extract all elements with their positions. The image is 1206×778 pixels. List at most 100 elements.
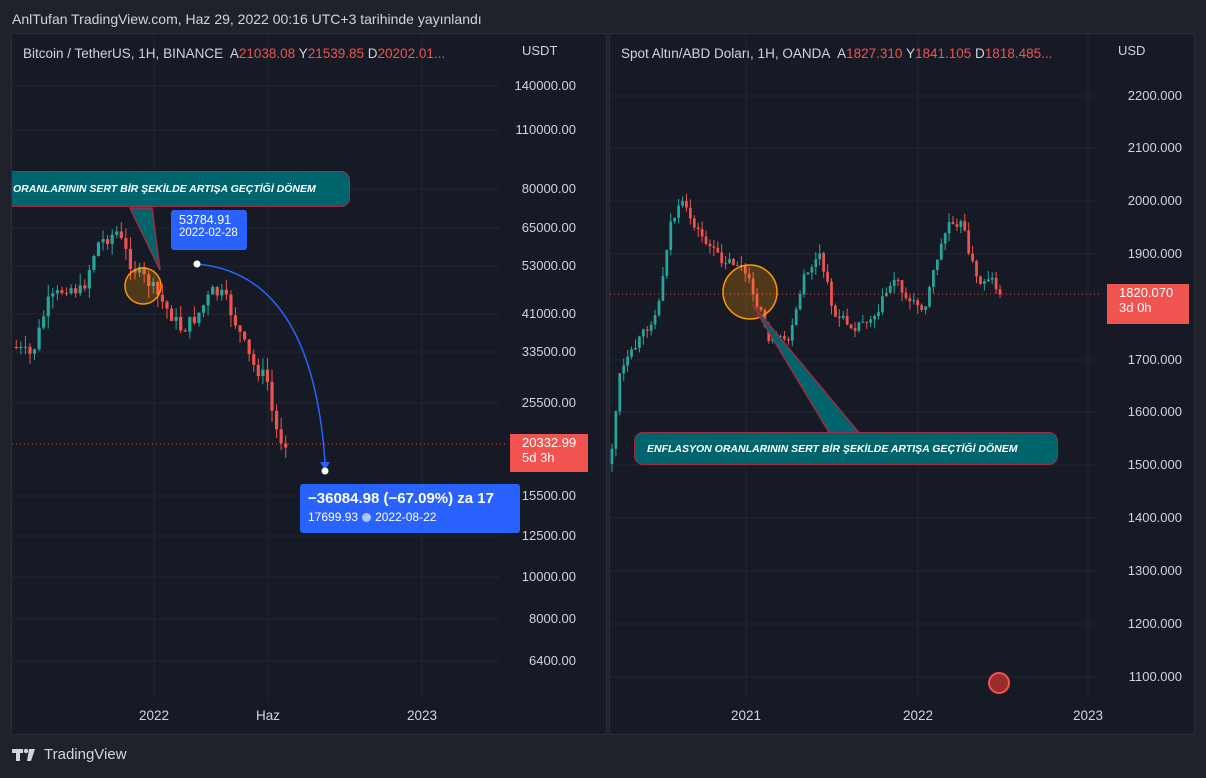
- candle-body: [975, 260, 978, 277]
- candle-body: [798, 294, 802, 310]
- gold-high-value: 1841.105: [914, 46, 972, 61]
- candle-body: [861, 321, 865, 323]
- candle-body: [106, 239, 110, 245]
- btc-chart-panel[interactable]: Bitcoin / TetherUS, 1H, BINANCE A21038.0…: [11, 33, 607, 735]
- candle-body: [610, 448, 614, 464]
- candle-body: [42, 316, 46, 328]
- btc-price-point-label[interactable]: 53784.91 2022-02-28: [171, 210, 247, 250]
- candle-body: [928, 287, 931, 307]
- candle-body: [688, 207, 692, 219]
- candle-body: [201, 305, 206, 313]
- btc-measure-date: 2022-08-22: [375, 510, 437, 524]
- gold-close-value: 1818.485...: [984, 46, 1053, 61]
- candle-body: [896, 279, 900, 281]
- candle-body: [790, 325, 794, 341]
- candle-body: [935, 259, 939, 271]
- candle-body: [826, 271, 829, 282]
- candle-body: [137, 266, 142, 273]
- gold-symbol-name: Spot Altın/ABD Doları, 1H, OANDA: [621, 46, 831, 61]
- candle-body: [818, 253, 822, 260]
- btc-open-value: 21038.08: [238, 46, 296, 61]
- candle-body: [806, 272, 810, 275]
- candle-body: [994, 277, 998, 290]
- candle-body: [46, 296, 50, 317]
- candle-body: [74, 288, 78, 294]
- candle-body: [739, 264, 743, 266]
- candle-body: [174, 316, 178, 321]
- candle-body: [92, 256, 96, 270]
- price-tick-label: 12500.00: [521, 528, 576, 543]
- btc-annotation-callout[interactable]: ORANLARININ SERT BİR ŞEKİLDE ARTIŞA GEÇT…: [12, 171, 350, 207]
- point-marker: [193, 260, 201, 268]
- candle-body: [708, 243, 712, 247]
- price-tick-label: 2100.000: [1127, 140, 1182, 155]
- price-tick-label: 6400.00: [529, 653, 576, 668]
- price-tick-label: 15500.00: [521, 488, 576, 503]
- candle-body: [916, 300, 920, 306]
- candle-body: [732, 259, 735, 265]
- btc-close-label: D: [367, 46, 378, 61]
- gold-open-label: A: [837, 46, 847, 61]
- gold-annotation-text: ENFLASYON ORANLARININ SERT BİR ŞEKİLDE A…: [647, 442, 1018, 455]
- us-flag-icon[interactable]: [988, 672, 1010, 694]
- candle-body: [101, 239, 105, 243]
- gold-last-price-tag: 1820.070 3d 0h: [1107, 284, 1189, 324]
- price-tick-label: 140000.00: [514, 78, 576, 93]
- btc-point-price: 53784.91: [179, 213, 232, 227]
- candle-body: [238, 325, 242, 332]
- candle-body: [830, 281, 833, 306]
- candle-body: [767, 326, 771, 341]
- gold-chart-canvas[interactable]: [610, 34, 1194, 734]
- price-tick-label: 1300.000: [1127, 563, 1182, 578]
- btc-last-price-tag: 20332.99 5d 3h: [510, 434, 588, 472]
- candle-body: [982, 281, 986, 284]
- candle-body: [673, 217, 677, 222]
- candle-body: [183, 330, 187, 332]
- time-tick-label: 2022: [138, 708, 170, 723]
- gold-chart-panel[interactable]: Spot Altın/ABD Doları, 1H, OANDA A1827.3…: [609, 33, 1195, 735]
- candle-body: [78, 285, 82, 294]
- gold-symbol-info: Spot Altın/ABD Doları, 1H, OANDA A1827.3…: [621, 46, 1052, 61]
- candle-body: [165, 301, 169, 309]
- candle-body: [622, 365, 626, 374]
- candle-body: [924, 306, 927, 310]
- candle-body: [802, 274, 806, 295]
- price-tick-label: 1900.000: [1127, 246, 1182, 261]
- btc-measure-price: 17699.93: [308, 510, 359, 524]
- candle-body: [23, 346, 28, 348]
- candle-body: [692, 218, 696, 228]
- candle-body: [724, 263, 728, 265]
- candle-body: [943, 233, 947, 244]
- candle-body: [64, 292, 69, 294]
- price-tick-label: 33500.00: [521, 344, 576, 359]
- candle-body: [685, 200, 688, 208]
- candle-body: [179, 316, 183, 331]
- candle-body: [142, 266, 146, 275]
- gold-high-label: Y: [905, 46, 915, 61]
- candle-body: [884, 292, 888, 297]
- candle-body: [743, 265, 747, 274]
- btc-chart-canvas[interactable]: [12, 34, 606, 734]
- btc-measure-label[interactable]: −36084.98 (−67.09%) za 17 17699.93 2022-…: [300, 484, 520, 533]
- gold-annotation-callout[interactable]: ENFLASYON ORANLARININ SERT BİR ŞEKİLDE A…: [634, 432, 1058, 465]
- gold-close-label: D: [975, 46, 985, 61]
- candle-body: [857, 322, 861, 331]
- candle-body: [14, 347, 18, 349]
- btc-high-value: 21539.85: [307, 46, 365, 61]
- price-tick-label: 10000.00: [521, 569, 576, 584]
- candle-body: [955, 224, 959, 227]
- time-tick-label: 2023: [1072, 708, 1104, 723]
- candle-body: [87, 269, 91, 289]
- candle-body: [124, 238, 128, 249]
- candle-body: [119, 231, 123, 239]
- candle-body: [110, 234, 114, 245]
- callout-pointer: [128, 207, 161, 271]
- candle-body: [626, 356, 630, 366]
- candle-body: [661, 275, 665, 301]
- candle-body: [951, 222, 955, 225]
- candle-body: [169, 308, 174, 321]
- callout-pointer: [751, 303, 862, 435]
- candle-body: [963, 221, 967, 231]
- footer-brand[interactable]: TradingView: [12, 746, 127, 763]
- candle-body: [657, 300, 661, 316]
